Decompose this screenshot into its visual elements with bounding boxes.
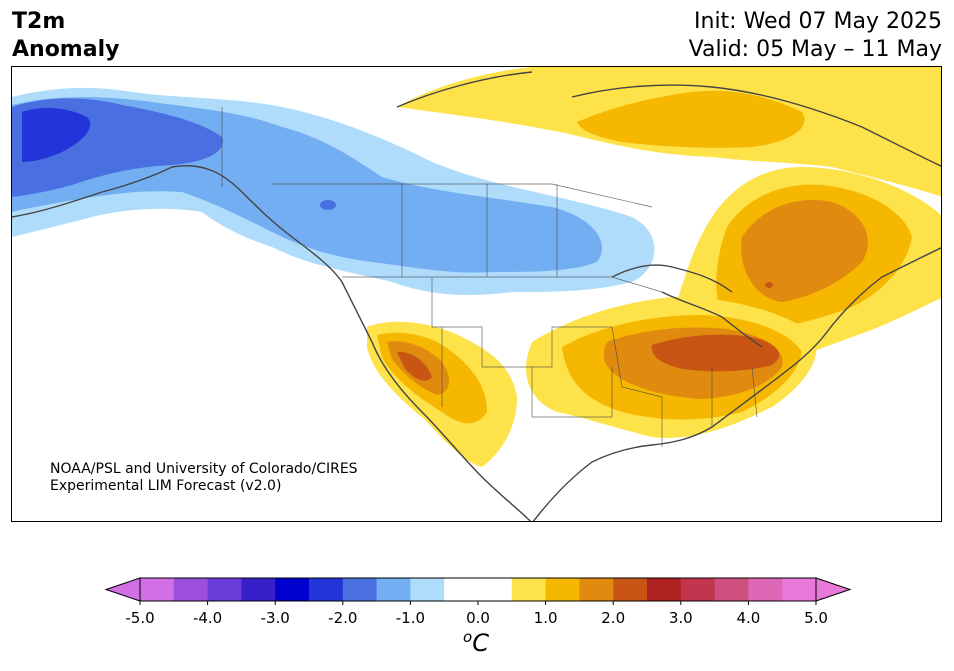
forecast-dates: Init: Wed 07 May 2025 Valid: 05 May – 11… (689, 8, 942, 64)
coastlines (12, 71, 941, 521)
colorbar-extend-high (815, 577, 852, 602)
map-title: T2m Anomaly (12, 8, 119, 64)
colorbar-swatch (342, 578, 378, 601)
colorbar-swatch (680, 578, 716, 601)
credit-line-2: Experimental LIM Forecast (v2.0) (50, 478, 282, 494)
colorbar-swatch (309, 578, 344, 601)
colorbar-swatch (410, 578, 445, 601)
colorbar-tick-label: 3.0 (669, 609, 693, 627)
colorbar-swatch (579, 578, 614, 601)
colorbar-unit: oC (463, 628, 489, 657)
data-credit: NOAA/PSL and University of Colorado/CIRE… (50, 461, 358, 495)
colorbar-tick-label: 0.0 (466, 609, 490, 627)
colorbar-tick-label: -5.0 (125, 609, 154, 627)
colorbar-tick-label: 5.0 (804, 609, 828, 627)
colorbar-tick-label: -2.0 (328, 609, 357, 627)
degree-symbol: o (463, 628, 473, 646)
warm-anomaly-east-3 (741, 200, 868, 302)
warm-anomaly-us-core (651, 334, 780, 372)
title-line-2: Anomaly (12, 37, 120, 62)
colorbar-tick-label: 4.0 (736, 609, 760, 627)
colorbar-tick-label: -4.0 (193, 609, 222, 627)
anomaly-map: NOAA/PSL and University of Colorado/CIRE… (11, 66, 942, 522)
colorbar-swatch (376, 578, 411, 601)
colorbar-extend-low (104, 577, 141, 602)
colorbar-swatch (444, 578, 479, 601)
valid-period: Valid: 05 May – 11 May (688, 37, 942, 62)
colorbar-swatch (207, 578, 242, 601)
state-province-borders (221, 107, 758, 447)
warm-anomaly-southwest-core (397, 351, 432, 381)
colorbar-swatch (511, 578, 547, 601)
colorbar-tick-label: 1.0 (534, 609, 558, 627)
colorbar-tick-label: -3.0 (261, 609, 290, 627)
colorbar-swatch (613, 578, 648, 601)
warm-anomaly-arctic-2 (577, 90, 805, 148)
colorbar-swatch (173, 578, 209, 601)
colorbar-tick-label: -1.0 (396, 609, 425, 627)
colorbar-swatch (140, 578, 175, 601)
unit-label: C (472, 629, 489, 657)
colorbar-swatch (782, 578, 817, 601)
credit-line-1: NOAA/PSL and University of Colorado/CIRE… (50, 461, 358, 477)
title-line-1: T2m (12, 9, 66, 34)
colorbar-swatch (545, 578, 580, 601)
colorbar-swatch (748, 578, 783, 601)
warm-anomaly-east-spot (765, 282, 773, 288)
cold-anomaly-spot (320, 200, 336, 210)
colorbar-swatch (647, 578, 682, 601)
colorbar-canvas: -5.0 -4.0 -3.0 -2.0 -1.0 0.0 1.0 2.0 3.0 4.0 5.0 (104, 577, 852, 627)
map-canvas (12, 67, 941, 521)
cold-anomaly-core (22, 107, 91, 162)
colorbar: -5.0 -4.0 -3.0 -2.0 -1.0 0.0 1.0 2.0 3.0 4.0 5.0 (0, 570, 954, 671)
colorbar-tick-label: 2.0 (601, 609, 625, 627)
colorbar-swatch (241, 578, 276, 601)
init-date: Init: Wed 07 May 2025 (694, 9, 942, 34)
colorbar-swatch (714, 578, 749, 601)
colorbar-swatch (275, 578, 310, 601)
colorbar-swatch (478, 578, 513, 601)
